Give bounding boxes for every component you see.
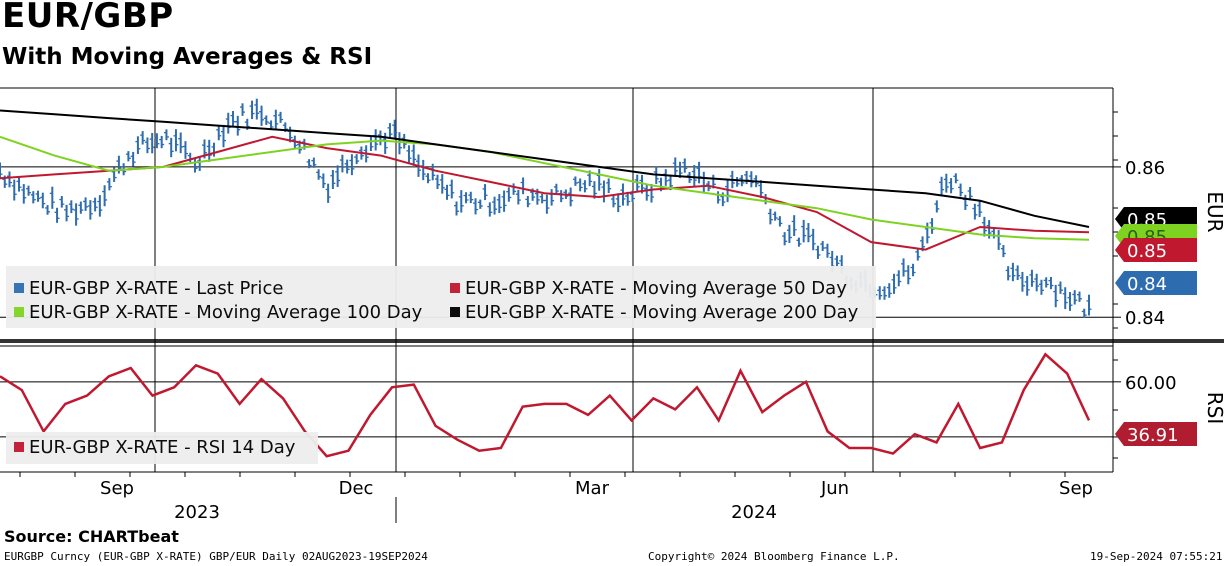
price-tick-label-1: 0.84 xyxy=(1125,308,1165,329)
price-tick-label-0: 0.86 xyxy=(1125,158,1165,179)
legend-swatch-last-price xyxy=(14,283,24,293)
data-layer xyxy=(0,98,1092,458)
badge-last-price: 0.84 xyxy=(1115,271,1197,295)
badge-rsi-shape xyxy=(1115,422,1197,446)
month-label-0: Sep xyxy=(100,478,134,499)
legend-label-ma100: EUR-GBP X-RATE - Moving Average 100 Day xyxy=(29,302,423,323)
price-legend: EUR-GBP X-RATE - Last Price EUR-GBP X-RA… xyxy=(6,266,876,328)
legend-label-rsi: EUR-GBP X-RATE - RSI 14 Day xyxy=(29,437,296,458)
ma200-line xyxy=(0,109,1090,228)
legend-label-ma200: EUR-GBP X-RATE - Moving Average 200 Day xyxy=(465,302,859,323)
legend-swatch-ma50 xyxy=(450,283,460,293)
legend-swatch-ma100 xyxy=(14,307,24,317)
legend-label-last-price: EUR-GBP X-RATE - Last Price xyxy=(29,278,284,299)
price-axis-label: EUR xyxy=(1203,191,1224,232)
rsi-axis-label: RSI xyxy=(1203,392,1224,425)
badge-ma50: 0.85 xyxy=(1115,238,1197,262)
legend-item-ma200: EUR-GBP X-RATE - Moving Average 200 Day xyxy=(450,302,858,323)
legend-item-ma100: EUR-GBP X-RATE - Moving Average 100 Day xyxy=(14,302,422,323)
month-label-2: Mar xyxy=(575,478,610,499)
year-label-1: 2024 xyxy=(731,502,777,523)
rsi-tick-label-0: 60.00 xyxy=(1125,373,1177,394)
legend-item-ma50: EUR-GBP X-RATE - Moving Average 50 Day xyxy=(450,278,847,299)
month-label-3: Jun xyxy=(820,478,849,499)
badge-last-price-text: 0.84 xyxy=(1127,274,1167,295)
axis-layer: 0.860.8460.0040.00SepDecMarJunSep2023202… xyxy=(19,111,1197,523)
badge-last-price-shape xyxy=(1115,271,1197,295)
footer-copyright: Copyright© 2024 Bloomberg Finance L.P. xyxy=(648,550,900,563)
legend-item-last-price: EUR-GBP X-RATE - Last Price xyxy=(14,278,283,299)
footer-ticker: EURGBP Curncy (EUR-GBP X-RATE) GBP/EUR D… xyxy=(4,550,428,563)
month-label-1: Dec xyxy=(339,478,374,499)
month-label-4: Sep xyxy=(1059,478,1093,499)
legend-swatch-ma200 xyxy=(450,307,460,317)
badge-rsi: 36.91 xyxy=(1115,422,1197,446)
legend-label-ma50: EUR-GBP X-RATE - Moving Average 50 Day xyxy=(465,278,847,299)
chart-subtitle: With Moving Averages & RSI xyxy=(2,44,373,70)
year-label-0: 2023 xyxy=(174,502,220,523)
legend-swatch-rsi xyxy=(14,442,24,452)
badge-rsi-text: 36.91 xyxy=(1127,425,1179,446)
chart-title: EUR/GBP xyxy=(2,0,174,36)
rsi-legend: EUR-GBP X-RATE - RSI 14 Day xyxy=(6,432,318,464)
ma100-line xyxy=(0,135,1090,241)
footer-timestamp: 19-Sep-2024 07:55:21 xyxy=(1090,550,1223,563)
legend-item-rsi: EUR-GBP X-RATE - RSI 14 Day xyxy=(14,437,295,458)
badge-ma50-shape xyxy=(1115,238,1197,262)
rsi-line xyxy=(0,352,1091,458)
source-label: Source: CHARTbeat xyxy=(4,527,179,546)
ma50-line xyxy=(0,135,1090,251)
badge-ma50-text: 0.85 xyxy=(1127,241,1167,262)
